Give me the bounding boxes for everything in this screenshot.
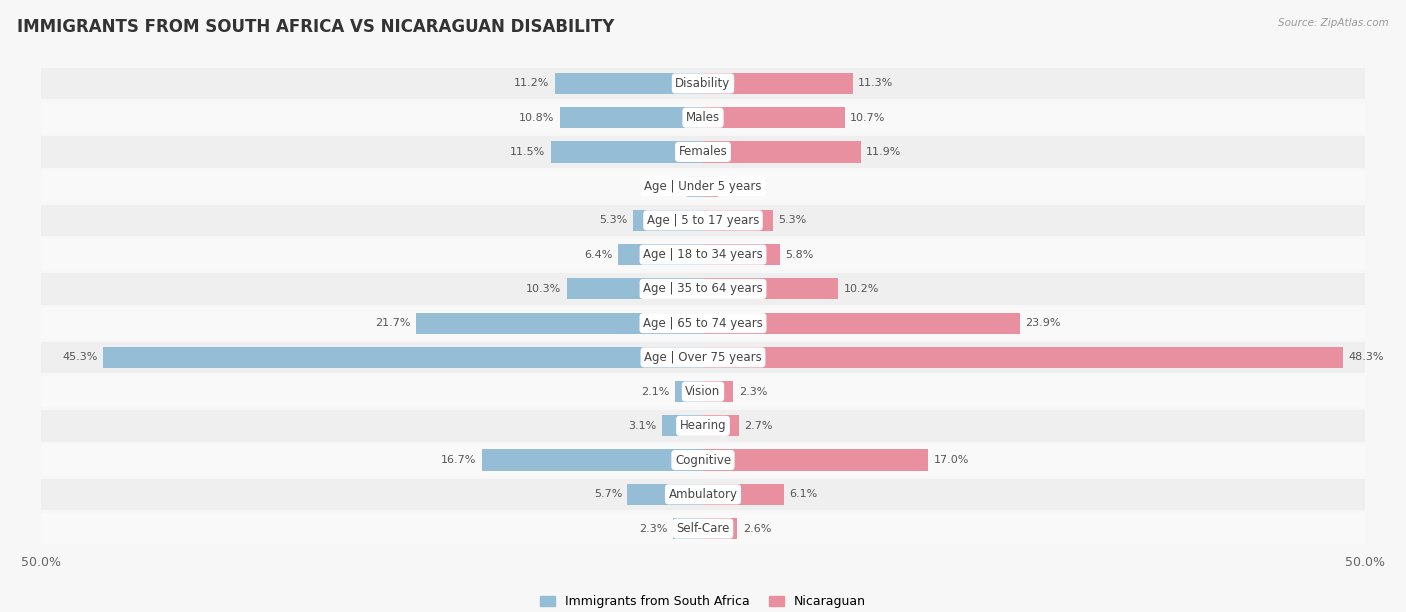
Text: 6.4%: 6.4% (585, 250, 613, 259)
Text: 10.8%: 10.8% (519, 113, 554, 122)
Text: Age | 35 to 64 years: Age | 35 to 64 years (643, 282, 763, 296)
Bar (41, 479, 1365, 510)
Bar (560, 107, 703, 129)
Bar (41, 376, 1365, 408)
Bar (41, 136, 1365, 168)
Bar (41, 239, 1365, 271)
Bar (703, 141, 860, 163)
Text: Cognitive: Cognitive (675, 453, 731, 466)
Text: Disability: Disability (675, 77, 731, 90)
Text: 2.7%: 2.7% (744, 421, 772, 431)
Bar (633, 210, 703, 231)
Text: 16.7%: 16.7% (441, 455, 477, 465)
Bar (551, 141, 703, 163)
Text: 2.3%: 2.3% (738, 387, 768, 397)
Bar (416, 313, 703, 334)
Text: 17.0%: 17.0% (934, 455, 969, 465)
Bar (41, 410, 1365, 442)
Bar (672, 518, 703, 539)
Text: 11.3%: 11.3% (858, 78, 893, 89)
Text: Males: Males (686, 111, 720, 124)
Text: 21.7%: 21.7% (375, 318, 411, 328)
Text: 11.9%: 11.9% (866, 147, 901, 157)
Bar (703, 415, 738, 436)
Bar (703, 73, 852, 94)
Text: 11.2%: 11.2% (515, 78, 550, 89)
Text: 11.5%: 11.5% (510, 147, 546, 157)
Bar (703, 313, 1019, 334)
Text: Age | Over 75 years: Age | Over 75 years (644, 351, 762, 364)
Text: 10.2%: 10.2% (844, 284, 879, 294)
Bar (41, 341, 1365, 373)
Bar (703, 449, 928, 471)
Bar (662, 415, 703, 436)
Text: 3.1%: 3.1% (628, 421, 657, 431)
Bar (41, 170, 1365, 202)
Bar (703, 244, 780, 265)
Bar (688, 176, 703, 197)
Text: Age | 5 to 17 years: Age | 5 to 17 years (647, 214, 759, 227)
Bar (703, 347, 1343, 368)
Text: Age | Under 5 years: Age | Under 5 years (644, 180, 762, 193)
Text: 48.3%: 48.3% (1348, 353, 1384, 362)
Bar (619, 244, 703, 265)
Bar (675, 381, 703, 402)
Bar (703, 176, 717, 197)
Bar (554, 73, 703, 94)
Text: 2.1%: 2.1% (641, 387, 669, 397)
Text: IMMIGRANTS FROM SOUTH AFRICA VS NICARAGUAN DISABILITY: IMMIGRANTS FROM SOUTH AFRICA VS NICARAGU… (17, 18, 614, 36)
Text: 1.1%: 1.1% (723, 181, 751, 191)
Bar (41, 102, 1365, 133)
Bar (41, 68, 1365, 99)
Text: Hearing: Hearing (679, 419, 727, 432)
Bar (703, 483, 783, 505)
Text: Self-Care: Self-Care (676, 522, 730, 535)
Text: Vision: Vision (685, 385, 721, 398)
Bar (41, 204, 1365, 236)
Text: 10.3%: 10.3% (526, 284, 561, 294)
Text: Age | 18 to 34 years: Age | 18 to 34 years (643, 248, 763, 261)
Text: 2.3%: 2.3% (638, 523, 668, 534)
Text: 2.6%: 2.6% (742, 523, 770, 534)
Text: Females: Females (679, 146, 727, 159)
Bar (41, 307, 1365, 339)
Bar (482, 449, 703, 471)
Bar (703, 381, 734, 402)
Text: 1.2%: 1.2% (654, 181, 682, 191)
Bar (703, 210, 773, 231)
Text: Source: ZipAtlas.com: Source: ZipAtlas.com (1278, 18, 1389, 28)
Text: 10.7%: 10.7% (851, 113, 886, 122)
Bar (41, 273, 1365, 305)
Text: 45.3%: 45.3% (62, 353, 97, 362)
Bar (627, 483, 703, 505)
Legend: Immigrants from South Africa, Nicaraguan: Immigrants from South Africa, Nicaraguan (540, 595, 866, 608)
Bar (41, 444, 1365, 476)
Bar (703, 278, 838, 299)
Text: 23.9%: 23.9% (1025, 318, 1060, 328)
Bar (41, 513, 1365, 544)
Text: 5.7%: 5.7% (593, 490, 623, 499)
Text: 5.8%: 5.8% (785, 250, 814, 259)
Text: 6.1%: 6.1% (789, 490, 817, 499)
Bar (567, 278, 703, 299)
Text: 5.3%: 5.3% (599, 215, 627, 225)
Text: 5.3%: 5.3% (779, 215, 807, 225)
Bar (103, 347, 703, 368)
Bar (703, 107, 845, 129)
Text: Ambulatory: Ambulatory (668, 488, 738, 501)
Text: Age | 65 to 74 years: Age | 65 to 74 years (643, 316, 763, 330)
Bar (703, 518, 738, 539)
